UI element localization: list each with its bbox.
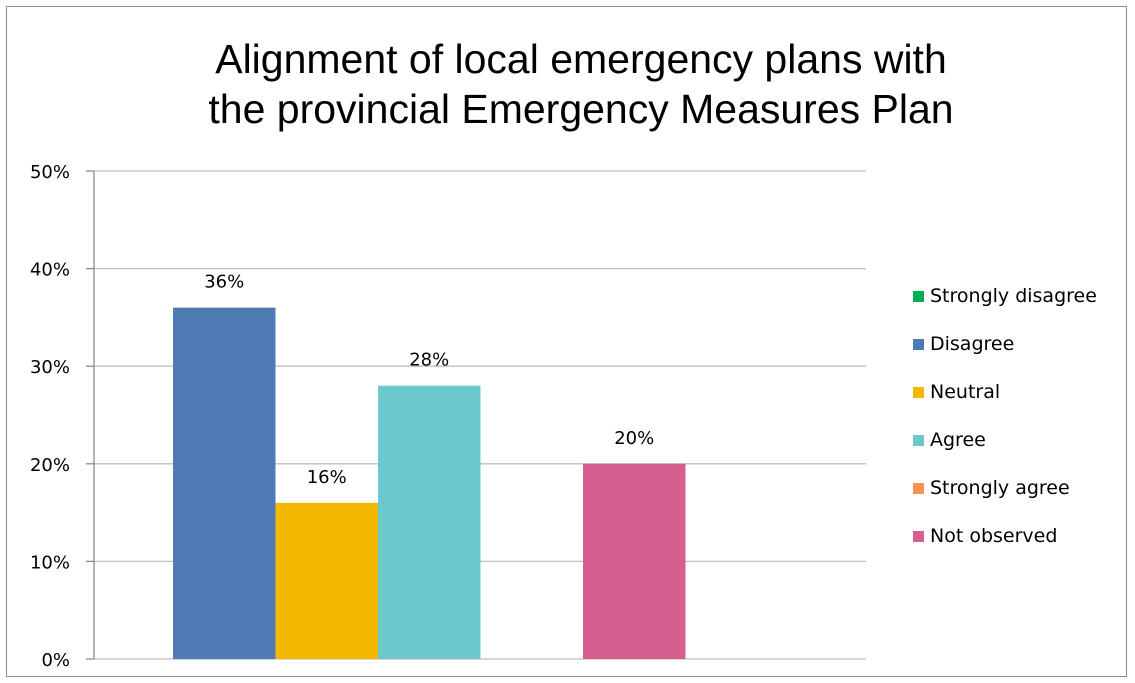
y-tick-label: 50%	[30, 162, 70, 183]
legend-label: Strongly agree	[930, 477, 1070, 499]
legend-item-strongly-disagree: Strongly disagree	[913, 284, 1097, 308]
chart-title-line-2: the provincial Emergency Measures Plan	[208, 86, 954, 132]
data-label-not-observed: 20%	[614, 428, 654, 449]
legend-swatch	[913, 434, 924, 446]
bar-agree	[378, 385, 481, 659]
legend-label: Disagree	[930, 333, 1015, 355]
legend-swatch	[913, 338, 924, 350]
data-label-disagree: 36%	[204, 272, 244, 293]
legend-item-strongly-agree: Strongly agree	[913, 476, 1070, 500]
legend-swatch	[913, 386, 924, 398]
legend-swatch	[913, 530, 924, 542]
chart-title-line-1: Alignment of local emergency plans with	[215, 36, 947, 82]
y-tick-label: 30%	[30, 357, 70, 378]
legend-item-agree: Agree	[913, 428, 986, 452]
bar-not-observed	[583, 463, 686, 659]
y-tick-label: 40%	[30, 260, 70, 281]
data-label-neutral: 16%	[307, 467, 347, 488]
bar-disagree	[173, 307, 276, 659]
legend-label: Agree	[930, 429, 986, 451]
legend-label: Neutral	[930, 381, 1001, 403]
y-tick-label: 0%	[41, 650, 70, 671]
data-label-agree: 28%	[409, 350, 449, 371]
legend-label: Strongly disagree	[930, 285, 1097, 307]
legend-swatch	[913, 290, 924, 302]
bar-neutral	[275, 502, 378, 659]
y-tick-label: 10%	[30, 552, 70, 573]
legend-item-disagree: Disagree	[913, 332, 1014, 356]
chart-title: Alignment of local emergency plans with …	[0, 34, 1135, 134]
y-tick-label: 20%	[30, 455, 70, 476]
legend-swatch	[913, 482, 924, 494]
legend-item-neutral: Neutral	[913, 380, 1000, 404]
legend-item-not-observed: Not observed	[913, 524, 1057, 548]
legend-label: Not observed	[930, 525, 1058, 547]
